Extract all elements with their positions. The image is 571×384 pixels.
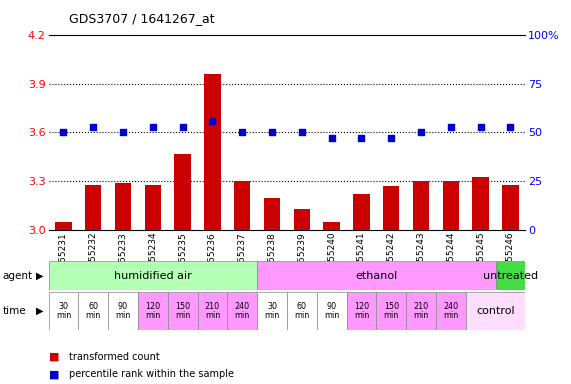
Bar (168, 292, 198, 330)
Point (476, 124, 485, 130)
Bar (413, 182, 429, 230)
Bar (108, 292, 138, 330)
Point (267, 129, 276, 136)
Point (387, 135, 396, 141)
Text: 30
min: 30 min (264, 302, 280, 320)
Bar (443, 182, 459, 230)
Text: 60
min: 60 min (86, 302, 101, 320)
Bar (472, 177, 489, 230)
Text: 240
min: 240 min (235, 302, 250, 320)
Point (59, 129, 68, 136)
Bar (287, 292, 317, 330)
Bar (466, 292, 525, 330)
Text: agent: agent (3, 270, 33, 281)
Text: time: time (3, 306, 26, 316)
Bar (436, 292, 466, 330)
Bar (138, 292, 168, 330)
Text: ▶: ▶ (36, 270, 43, 281)
Text: 240
min: 240 min (443, 302, 459, 320)
Bar (502, 185, 518, 230)
Text: 90
min: 90 min (115, 302, 131, 320)
Text: control: control (476, 306, 515, 316)
Point (416, 129, 425, 136)
Point (447, 124, 456, 130)
Point (506, 124, 515, 130)
Text: percentile rank within the sample: percentile rank within the sample (69, 369, 234, 379)
Bar (49, 261, 257, 290)
Text: 60
min: 60 min (294, 302, 309, 320)
Bar (376, 292, 406, 330)
Text: 150
min: 150 min (384, 302, 399, 320)
Point (118, 129, 127, 136)
Bar (257, 292, 287, 330)
Bar (496, 261, 525, 290)
Text: 150
min: 150 min (175, 302, 190, 320)
Bar (347, 292, 376, 330)
Bar (317, 292, 347, 330)
Bar (227, 292, 257, 330)
Text: 120
min: 120 min (145, 302, 160, 320)
Text: 90
min: 90 min (324, 302, 339, 320)
Text: 210
min: 210 min (413, 302, 429, 320)
Text: untreated: untreated (483, 270, 538, 281)
Bar (144, 185, 161, 230)
Bar (383, 186, 400, 230)
Bar (406, 292, 436, 330)
Text: ■: ■ (49, 352, 59, 362)
Bar (353, 195, 369, 230)
Bar (293, 209, 310, 230)
Bar (49, 292, 78, 330)
Point (297, 129, 307, 136)
Text: humidified air: humidified air (114, 270, 192, 281)
Text: 210
min: 210 min (205, 302, 220, 320)
Point (148, 124, 158, 130)
Point (89, 124, 98, 130)
Bar (55, 222, 71, 230)
Text: ■: ■ (49, 369, 59, 379)
Bar (115, 183, 131, 230)
Bar (234, 182, 251, 230)
Bar (264, 198, 280, 230)
Bar (78, 292, 108, 330)
Text: ethanol: ethanol (355, 270, 397, 281)
Text: GDS3707 / 1641267_at: GDS3707 / 1641267_at (69, 12, 214, 25)
Text: 120
min: 120 min (354, 302, 369, 320)
Text: transformed count: transformed count (69, 352, 159, 362)
Bar (198, 292, 227, 330)
Point (208, 118, 217, 124)
Text: 30
min: 30 min (56, 302, 71, 320)
Bar (204, 74, 220, 230)
Bar (323, 222, 340, 230)
Point (178, 124, 187, 130)
Point (327, 135, 336, 141)
Text: ▶: ▶ (36, 306, 43, 316)
Bar (85, 185, 102, 230)
Point (238, 129, 247, 136)
Bar (257, 261, 496, 290)
Point (357, 135, 366, 141)
Bar (174, 154, 191, 230)
